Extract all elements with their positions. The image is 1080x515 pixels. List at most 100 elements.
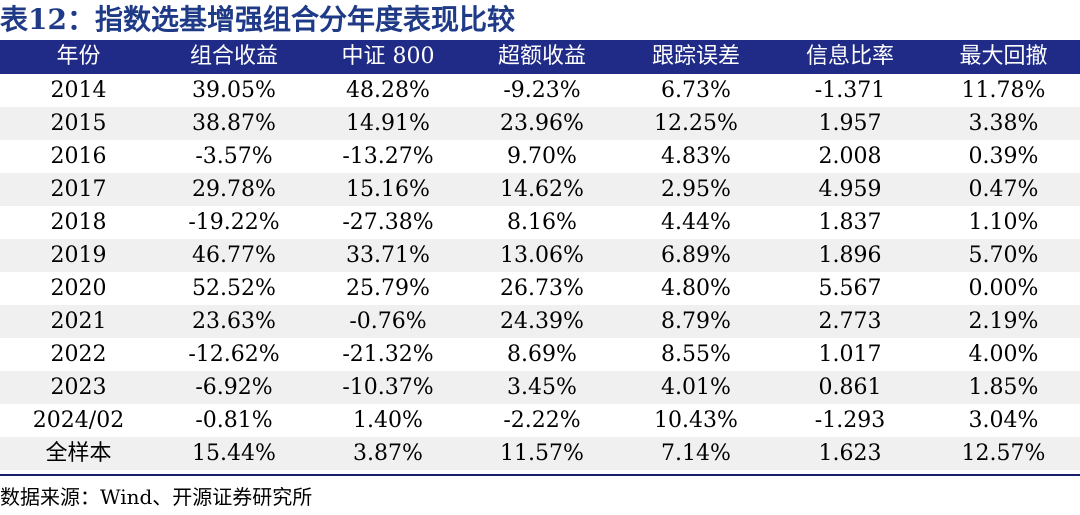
header-year: 年份	[56, 44, 101, 69]
header-information-ratio: 信息比率	[805, 44, 894, 69]
cell-csi800: -10.37%	[342, 375, 434, 400]
cell-year: 2019	[50, 243, 107, 268]
cell-tracking-error: 4.44%	[661, 210, 731, 235]
cell-excess-return: 24.39%	[500, 309, 584, 334]
cell-csi800: 1.40%	[353, 408, 423, 433]
cell-portfolio-return: 46.77%	[192, 243, 276, 268]
table-row: 2020 52.52% 25.79% 26.73% 4.80% 5.567 0.00%	[0, 272, 1080, 305]
cell-tracking-error: 8.55%	[661, 342, 731, 367]
cell-max-drawdown: 1.10%	[968, 210, 1039, 235]
cell-information-ratio: 1.837	[818, 210, 882, 235]
cell-tracking-error: 6.73%	[661, 78, 731, 103]
cell-information-ratio: 1.623	[818, 441, 882, 466]
cell-max-drawdown: 2.19%	[968, 309, 1039, 334]
cell-excess-return: 8.16%	[507, 210, 577, 235]
cell-max-drawdown: 1.85%	[968, 375, 1039, 400]
header-csi800: 中证 800	[341, 44, 435, 69]
cell-csi800: 14.91%	[346, 111, 430, 136]
cell-tracking-error: 7.14%	[661, 441, 731, 466]
cell-csi800: 33.71%	[346, 243, 430, 268]
cell-portfolio-return: 29.78%	[192, 177, 276, 202]
cell-excess-return: -9.23%	[503, 78, 581, 103]
cell-csi800: -13.27%	[342, 144, 434, 169]
cell-portfolio-return: -12.62%	[188, 342, 280, 367]
cell-year: 2022	[50, 342, 107, 367]
cell-tracking-error: 2.95%	[661, 177, 731, 202]
table-header: 年份 组合收益 中证 800 超额收益 跟踪误差 信息比率 最大回撤	[0, 40, 1080, 74]
cell-tracking-error: 8.79%	[661, 309, 731, 334]
cell-year: 2020	[50, 276, 107, 301]
cell-excess-return: 8.69%	[507, 342, 577, 367]
source-note: 数据来源：Wind、开源证券研究所	[0, 485, 313, 509]
table-row: 2019 46.77% 33.71% 13.06% 6.89% 1.896 5.70%	[0, 239, 1080, 272]
table-row: 2021 23.63% -0.76% 24.39% 8.79% 2.773 2.19%	[0, 305, 1080, 338]
table-row: 2016 -3.57% -13.27% 9.70% 4.83% 2.008 0.39%	[0, 140, 1080, 173]
cell-year: 2014	[50, 78, 107, 103]
table-row: 2022 -12.62% -21.32% 8.69% 8.55% 1.017 4.00%	[0, 338, 1080, 371]
cell-excess-return: 13.06%	[500, 243, 584, 268]
cell-tracking-error: 4.80%	[661, 276, 731, 301]
cell-information-ratio: 4.959	[818, 177, 882, 202]
table-row: 2024/02 -0.81% 1.40% -2.22% 10.43% -1.293 3.04…	[0, 404, 1080, 437]
table-row: 2023 -6.92% -10.37% 3.45% 4.01% 0.861 1.85%	[0, 371, 1080, 404]
cell-year: 2018	[50, 210, 107, 235]
table-row: 2015 38.87% 14.91% 23.96% 12.25% 1.957 3.38%	[0, 107, 1080, 140]
cell-excess-return: 23.96%	[500, 111, 584, 136]
cell-information-ratio: 5.567	[818, 276, 882, 301]
table-body: 2014 39.05% 48.28% -9.23% 6.73% -1.371 11.78% 2…	[0, 74, 1080, 470]
cell-portfolio-return: 23.63%	[192, 309, 276, 334]
cell-year: 2021	[50, 309, 107, 334]
cell-excess-return: 3.45%	[507, 375, 577, 400]
cell-portfolio-return: -0.81%	[195, 408, 273, 433]
cell-tracking-error: 12.25%	[654, 111, 738, 136]
cell-information-ratio: 1.017	[818, 342, 882, 367]
cell-information-ratio: -1.371	[814, 78, 886, 103]
cell-year: 2024/02	[32, 408, 125, 433]
cell-information-ratio: 1.957	[818, 111, 882, 136]
cell-max-drawdown: 0.39%	[968, 144, 1039, 169]
cell-csi800: 48.28%	[346, 78, 430, 103]
table-row: 2014 39.05% 48.28% -9.23% 6.73% -1.371 11.78%	[0, 74, 1080, 107]
cell-information-ratio: 2.008	[818, 144, 882, 169]
cell-max-drawdown: 3.38%	[968, 111, 1039, 136]
cell-csi800: -27.38%	[342, 210, 434, 235]
cell-excess-return: -2.22%	[503, 408, 581, 433]
cell-portfolio-return: 39.05%	[192, 78, 276, 103]
header-excess-return: 超额收益	[497, 44, 586, 69]
cell-tracking-error: 10.43%	[654, 408, 738, 433]
cell-information-ratio: 2.773	[818, 309, 882, 334]
table-title: 表12：指数选基增强组合分年度表现比较	[0, 3, 515, 36]
table-row: 全样本 15.44% 3.87% 11.57% 7.14% 1.623 12.57%	[0, 437, 1080, 470]
cell-max-drawdown: 12.57%	[961, 441, 1046, 466]
cell-information-ratio: -1.293	[814, 408, 886, 433]
cell-year: 2016	[50, 144, 107, 169]
cell-portfolio-return: -3.57%	[195, 144, 273, 169]
cell-year: 2017	[50, 177, 107, 202]
cell-max-drawdown: 11.78%	[961, 78, 1046, 103]
cell-tracking-error: 6.89%	[661, 243, 731, 268]
cell-year: 2015	[50, 111, 107, 136]
cell-excess-return: 14.62%	[500, 177, 584, 202]
cell-csi800: 25.79%	[346, 276, 430, 301]
cell-max-drawdown: 3.04%	[968, 408, 1039, 433]
cell-csi800: 3.87%	[353, 441, 423, 466]
cell-max-drawdown: 4.00%	[968, 342, 1039, 367]
cell-portfolio-return: -6.92%	[195, 375, 273, 400]
cell-year: 2023	[50, 375, 107, 400]
cell-max-drawdown: 5.70%	[968, 243, 1039, 268]
cell-excess-return: 11.57%	[500, 441, 584, 466]
cell-portfolio-return: 38.87%	[192, 111, 276, 136]
cell-portfolio-return: -19.22%	[188, 210, 280, 235]
cell-csi800: -0.76%	[349, 309, 427, 334]
table-row: 2017 29.78% 15.16% 14.62% 2.95% 4.959 0.47%	[0, 173, 1080, 206]
table-row: 2018 -19.22% -27.38% 8.16% 4.44% 1.837 1.10%	[0, 206, 1080, 239]
cell-csi800: -21.32%	[342, 342, 434, 367]
cell-information-ratio: 1.896	[818, 243, 882, 268]
cell-portfolio-return: 52.52%	[192, 276, 276, 301]
cell-csi800: 15.16%	[346, 177, 430, 202]
cell-tracking-error: 4.01%	[661, 375, 731, 400]
header-portfolio-return: 组合收益	[189, 44, 278, 69]
cell-tracking-error: 4.83%	[661, 144, 731, 169]
cell-portfolio-return: 15.44%	[192, 441, 276, 466]
cell-information-ratio: 0.861	[818, 375, 882, 400]
